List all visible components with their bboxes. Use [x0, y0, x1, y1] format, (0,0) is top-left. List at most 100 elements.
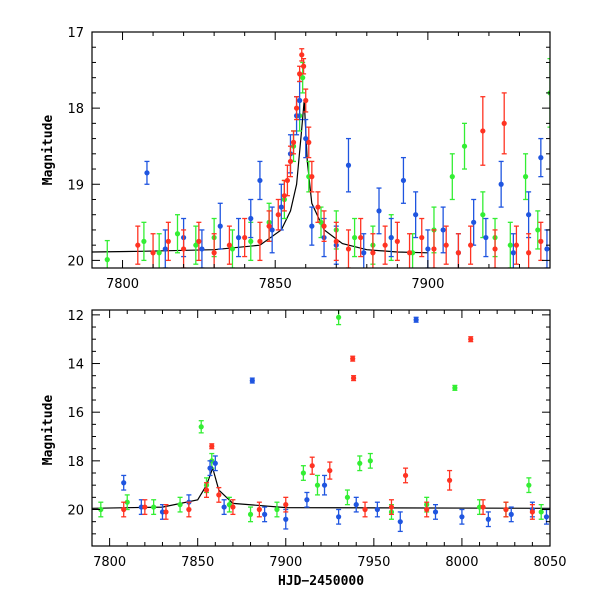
data-point-green: [461, 143, 468, 149]
data-point-red: [431, 246, 437, 252]
y-tick-label: 16: [67, 406, 84, 421]
x-tick-label: 7850: [181, 555, 214, 570]
data-point-red: [290, 139, 297, 145]
data-point-blue: [262, 511, 268, 517]
data-point-red: [275, 212, 281, 218]
data-point-blue: [221, 504, 227, 510]
data-point-red: [388, 504, 395, 510]
data-point-green: [344, 494, 351, 500]
data-point-blue: [297, 97, 303, 104]
data-point-red: [181, 246, 187, 252]
data-point-blue: [207, 465, 213, 471]
data-point-red: [370, 250, 376, 256]
data-point-red: [468, 336, 474, 342]
data-point-green: [480, 212, 486, 218]
data-point-blue: [544, 246, 550, 252]
top-panel: 7800 7850 7900 17 18 19 20 Magnitude: [41, 26, 551, 292]
data-point-green: [538, 509, 544, 515]
data-point-red: [529, 509, 535, 515]
data-point-red: [230, 504, 236, 510]
x-tick-label: 7900: [411, 277, 444, 292]
data-point-red: [242, 234, 248, 241]
data-point-blue: [413, 212, 419, 218]
y-tick-label: 19: [67, 178, 84, 193]
data-point-blue: [162, 246, 168, 252]
data-point-red: [315, 204, 321, 210]
data-point-blue: [336, 514, 342, 520]
data-point-red: [300, 63, 307, 69]
data-point-red: [424, 506, 430, 513]
data-point-green: [357, 460, 363, 466]
data-point-red: [394, 238, 400, 244]
data-point-green: [177, 502, 183, 508]
data-point-green: [156, 250, 162, 256]
data-point-blue: [508, 511, 514, 517]
data-point-red: [216, 492, 222, 498]
bottom-panel: 7800 7850 7900 7950 8000 8050 12 14 16 18 20 Magni…: [41, 309, 567, 589]
data-point-red: [283, 502, 289, 508]
x-tick-label: 7900: [269, 555, 302, 570]
data-point-blue: [353, 502, 359, 508]
data-point-red: [203, 487, 210, 493]
data-point-blue: [376, 208, 382, 214]
y-tick-label: 18: [67, 102, 84, 117]
top-panel-frame: [91, 31, 551, 269]
data-point-green: [198, 424, 204, 430]
y-tick-label: 12: [67, 309, 84, 324]
model-curve: [92, 466, 550, 509]
data-point-blue: [248, 215, 254, 222]
data-point-red: [480, 504, 486, 510]
data-point-blue: [345, 162, 352, 168]
data-point-blue: [212, 460, 218, 466]
data-point-green: [318, 219, 324, 225]
data-point-green: [535, 227, 541, 233]
series-green: [98, 310, 544, 523]
x-tick-label: 7800: [106, 277, 139, 292]
y-tick-label: 17: [67, 26, 84, 41]
data-point-green: [104, 257, 110, 263]
data-point-red: [350, 375, 357, 381]
data-point-blue: [483, 234, 489, 241]
data-point-blue: [309, 223, 315, 229]
data-point-green: [247, 511, 254, 517]
data-point-blue: [510, 250, 516, 256]
data-point-blue: [257, 177, 263, 184]
top-plot-area: [92, 48, 550, 268]
data-point-red: [446, 477, 453, 483]
data-point-red: [345, 246, 352, 252]
data-point-green: [300, 470, 306, 476]
data-point-red: [135, 242, 141, 248]
data-point-blue: [278, 204, 284, 210]
data-point-red: [402, 472, 409, 479]
bottom-panel-frame: [91, 309, 551, 547]
data-point-green: [300, 75, 306, 81]
data-point-red: [209, 443, 215, 449]
series-blue: [121, 316, 550, 533]
data-point-blue: [269, 227, 275, 233]
data-point-blue: [199, 246, 205, 252]
data-point-red: [163, 509, 169, 515]
x-tick-label: 7800: [93, 555, 126, 570]
top-axis-ticks: 7800 7850 7900 17 18 19 20: [67, 26, 551, 292]
data-point-red: [526, 250, 532, 256]
data-point-red: [443, 242, 449, 248]
bottom-y-axis-title: Magnitude: [41, 395, 56, 466]
data-point-red: [350, 356, 356, 362]
panel-top-data: [92, 48, 550, 268]
data-point-red: [503, 506, 509, 513]
data-point-red: [333, 238, 339, 244]
data-point-red: [309, 174, 315, 180]
data-point-green: [314, 482, 321, 488]
data-point-blue: [121, 480, 127, 486]
data-point-red: [406, 250, 413, 256]
data-point-red: [358, 234, 364, 241]
data-point-red: [321, 223, 327, 229]
data-point-red: [419, 234, 425, 241]
series-blue: [144, 80, 550, 268]
data-point-red: [266, 223, 272, 229]
data-point-blue: [321, 482, 328, 488]
data-point-green: [367, 458, 373, 464]
y-tick-label: 18: [67, 455, 84, 470]
y-tick-label: 20: [67, 504, 84, 519]
data-point-red: [309, 463, 315, 469]
